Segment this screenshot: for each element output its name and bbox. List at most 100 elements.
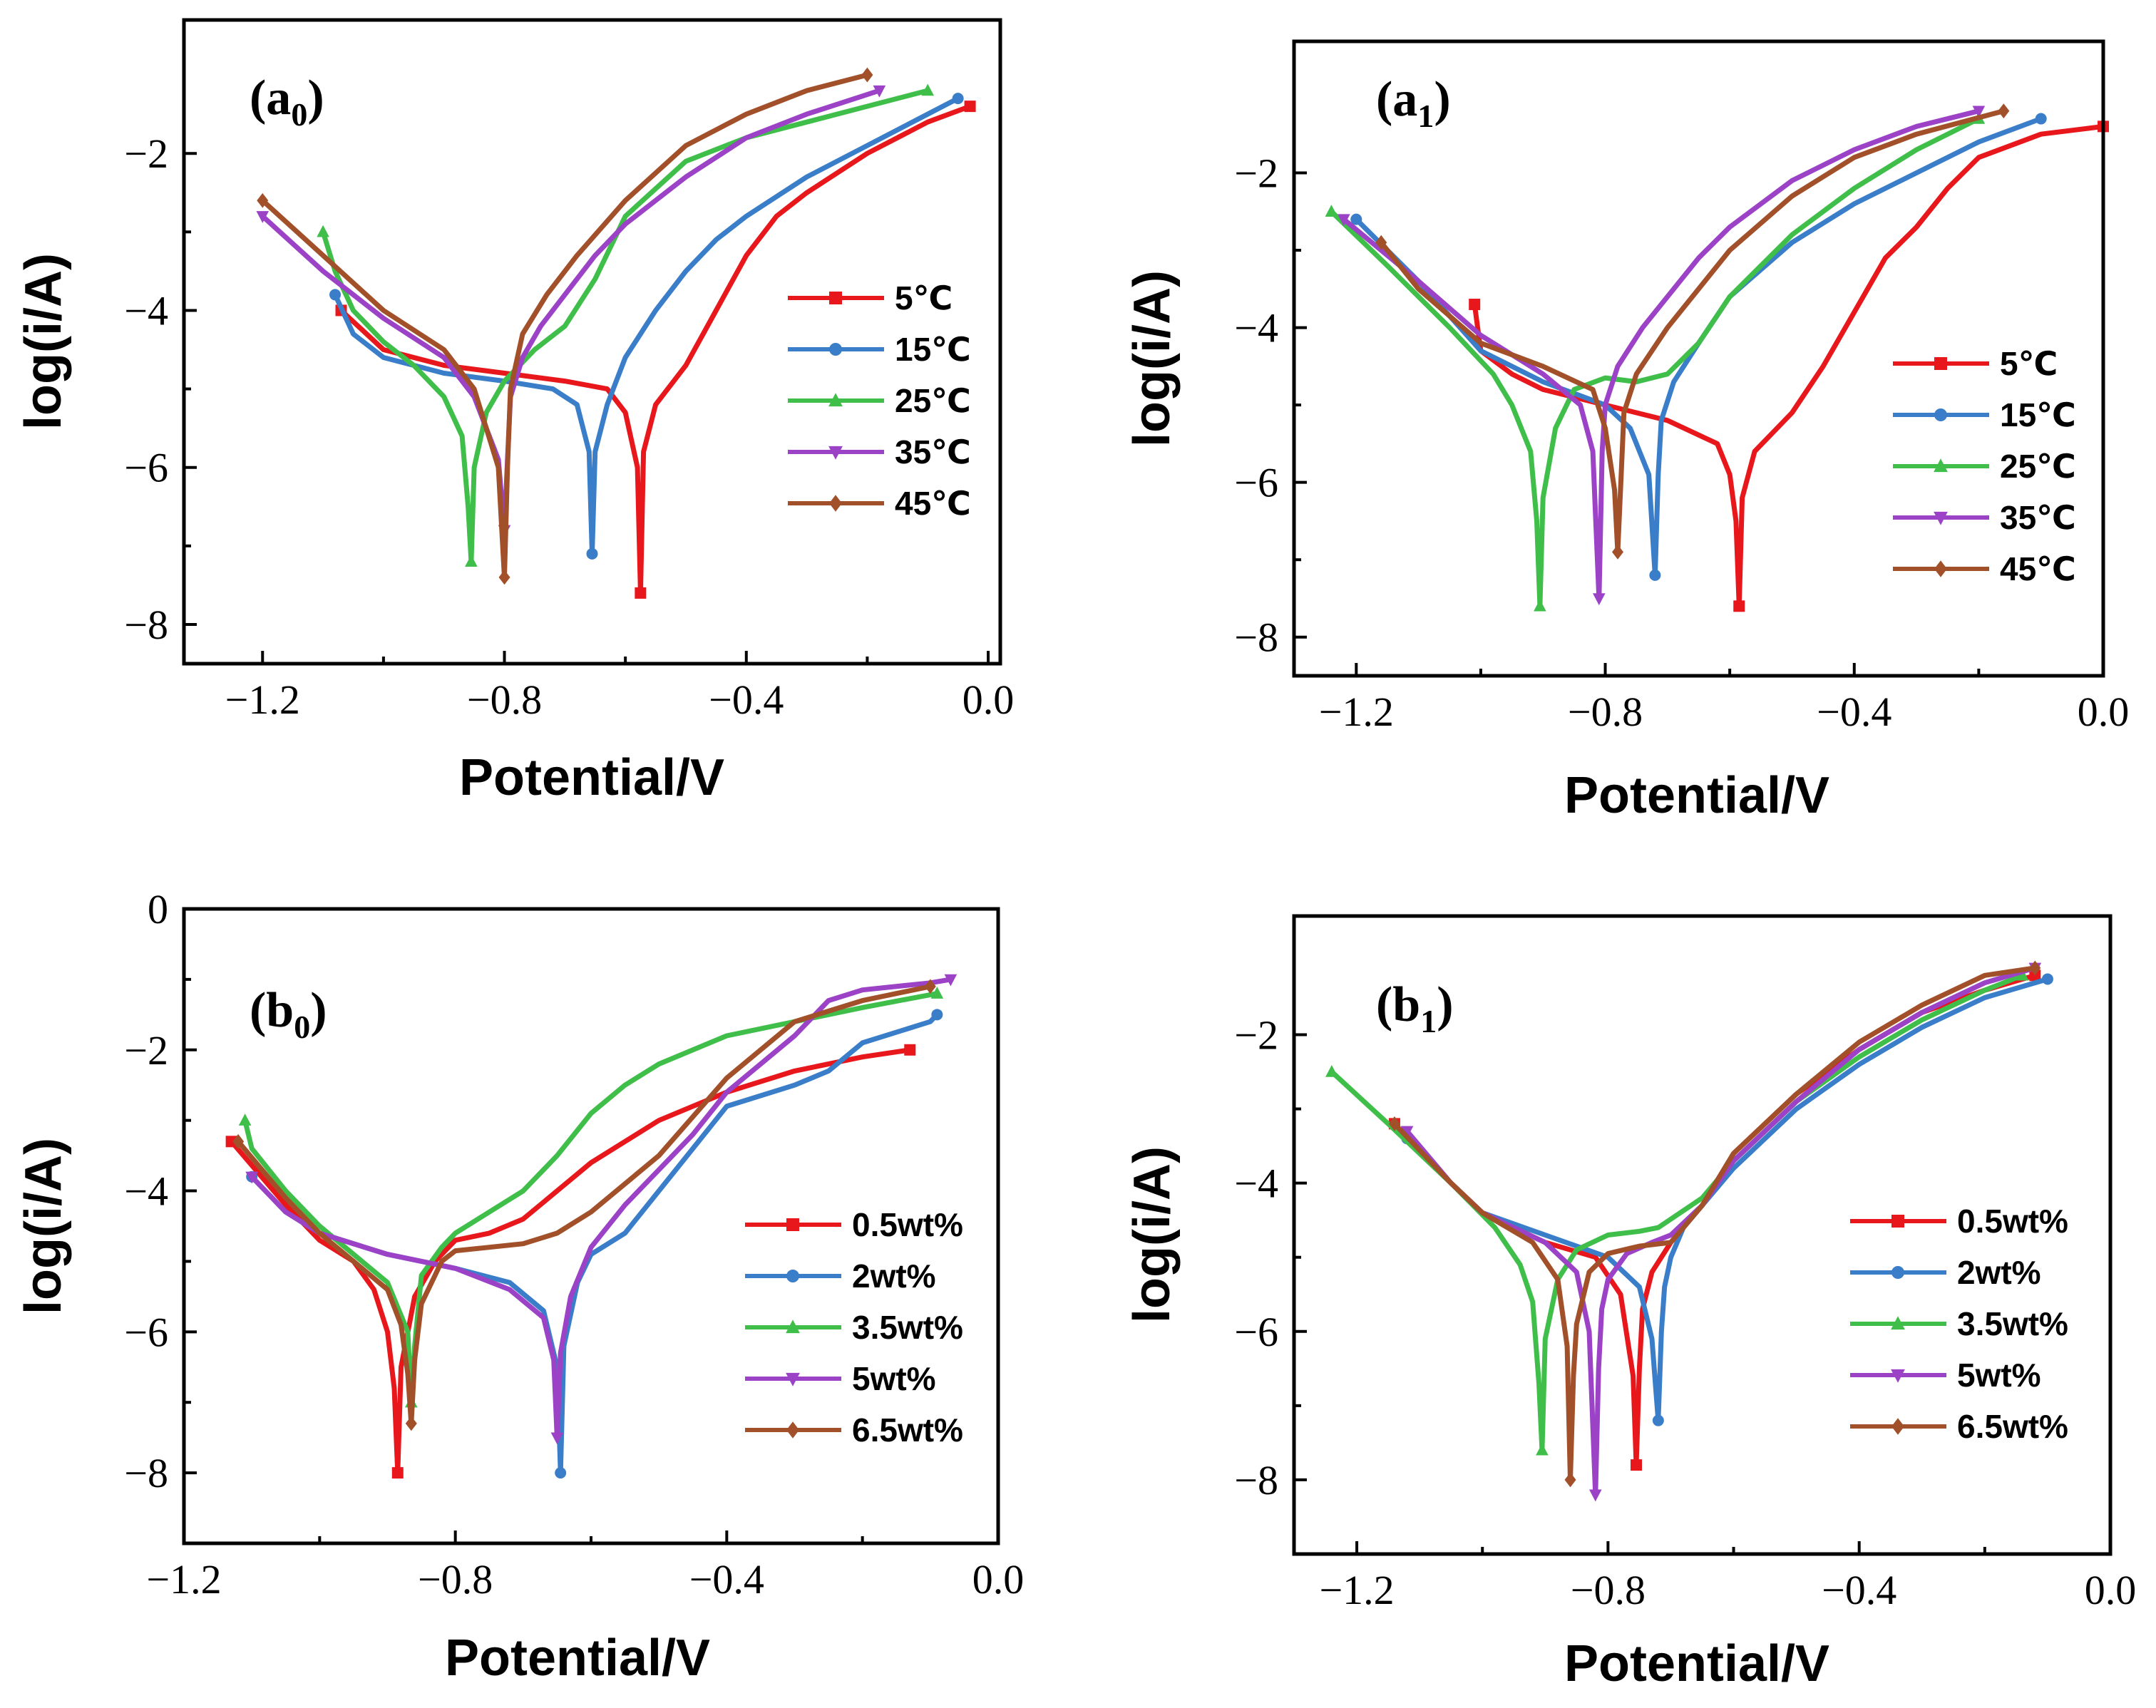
legend-label-2: 3.5wt% [852,1309,963,1346]
data-point-a1-1-1 [1649,569,1661,581]
legend-marker-3 [1891,1369,1905,1383]
data-point-b1-3-0 [1400,1126,1414,1138]
x-tick-label: −0.8 [1571,1567,1646,1613]
legend-marker-3 [1934,511,1948,525]
legend-label-0: 0.5wt% [852,1206,963,1243]
x-axis-title: Potential/V [1564,1635,1829,1692]
data-point-a1-3-0 [1338,214,1350,227]
data-point-b0-3-1 [550,1432,564,1445]
data-point-b0-2-2 [930,987,944,999]
data-point-b0-1-1 [555,1467,567,1479]
series-line-a1-4 [1378,108,2006,555]
legend-label-0: 5℃ [2000,345,2058,382]
y-tick-label: −2 [124,1027,168,1074]
panel-label-subscript: 1 [1417,98,1434,134]
legend-marker-3 [786,1372,800,1387]
y-axis-title: log(i/A) [15,253,72,430]
legend-marker-1 [829,343,842,356]
plot-frame [1292,39,2105,678]
panel-label-close: ) [1437,977,1453,1032]
series-line-a1-3 [1341,108,1981,601]
data-point-a0-1-2 [952,93,964,105]
y-tick-label: −6 [1234,1309,1278,1355]
data-point-a0-4-1 [498,570,510,585]
legend-label-1: 2wt% [852,1257,936,1295]
legend-marker-0 [786,1218,799,1231]
panel-label-close: ) [307,71,324,125]
y-tick-label: −8 [124,602,168,648]
data-point-a0-1-0 [329,289,342,301]
series-line-b0-2 [242,991,940,1405]
data-point-b1-4-0 [1388,1116,1400,1131]
legend-label-0: 5℃ [895,279,953,317]
panel-label-subscript: 1 [1420,1003,1437,1039]
panel-label-main: (a [250,71,291,125]
data-point-a0-0-1 [635,587,647,599]
legend-marker-2 [1934,458,1948,473]
legend-marker-2 [786,1319,800,1334]
x-tick-label: −1.2 [1319,689,1394,735]
x-axis-title: Potential/V [445,1630,710,1687]
y-axis-title: log(i/A) [15,1138,72,1315]
panel-label: (b1) [1376,977,1454,1039]
legend-label-1: 15℃ [895,331,971,368]
series-line-b1-2 [1329,972,2026,1453]
y-tick-label: −8 [1234,1457,1278,1503]
data-point-b1-4-1 [1564,1472,1576,1488]
panel-label-close: ) [1434,72,1450,127]
legend-marker-2 [1891,1316,1905,1330]
data-point-b0-0-2 [904,1044,916,1056]
chart-panel-b0: −1.2 −0.8 −0.4 0.0 0 −2 −4 −6 −8 Potential/V log(i… [15,886,1024,1687]
legend-marker-2 [828,393,843,407]
data-point-a1-2-0 [1325,205,1338,217]
series-line-b0-0 [229,1047,913,1476]
legend-label-1: 2wt% [1957,1254,2041,1291]
legend-label-4: 45℃ [895,485,971,522]
legend-label-3: 35℃ [895,433,971,470]
x-tick-label: −0.8 [467,676,542,723]
data-point-a0-3-0 [256,211,270,223]
y-tick-label: −6 [124,1309,168,1355]
data-point-b1-2-0 [1325,1064,1338,1077]
x-tick-label: −0.4 [689,1556,764,1602]
y-axis-title: log(i/A) [1124,270,1181,447]
data-point-b1-0-2 [2029,969,2041,982]
series-line-b1-1 [1405,977,2050,1424]
data-point-a0-2-0 [317,225,329,237]
data-point-b0-0-0 [225,1136,237,1148]
x-tick-label: 0.0 [2078,689,2130,735]
legend-label-3: 5wt% [1957,1357,2041,1394]
data-point-b0-3-0 [245,1171,258,1184]
data-point-b0-4-1 [405,1416,417,1431]
y-tick-label: 0 [148,886,168,932]
panel-label-subscript: 0 [294,1009,310,1045]
y-tick-label: −8 [124,1450,168,1496]
panel-label: (a0) [250,71,324,133]
x-axis-title: Potential/V [1564,767,1829,824]
legend-marker-0 [1891,1215,1904,1228]
data-point-a1-4-1 [1612,544,1623,560]
y-tick-label: −6 [1234,460,1278,506]
data-point-b0-0-1 [391,1467,404,1479]
legend-label-2: 3.5wt% [1957,1305,2068,1342]
legend-label-3: 5wt% [852,1360,936,1397]
data-point-a0-2-2 [921,83,935,96]
y-tick-label: −6 [124,445,168,491]
series-line-a1-2 [1328,116,1981,609]
data-point-b1-4-2 [2029,960,2041,976]
data-point-a1-1-0 [1350,213,1362,225]
data-point-a0-4-0 [257,192,269,208]
y-tick-label: −2 [124,130,168,177]
chart-panel-b1: −1.2 −0.8 −0.4 0.0 −2 −4 −6 −8 Potential/V log(i/… [1124,914,2137,1692]
x-tick-label: −0.4 [1822,1567,1896,1613]
series-line-a1-0 [1472,123,2106,609]
panel-label-main: (b [250,983,294,1038]
legend-marker-4 [829,495,842,512]
data-point-b1-3-1 [1588,1489,1602,1502]
legend-marker-1 [1934,408,1947,421]
data-point-a0-4-2 [861,67,873,83]
x-tick-label: 0.0 [2085,1567,2137,1613]
y-tick-label: −4 [1234,305,1278,351]
legend-label-0: 0.5wt% [1957,1203,2068,1240]
data-point-b1-2-2 [2016,968,2029,981]
